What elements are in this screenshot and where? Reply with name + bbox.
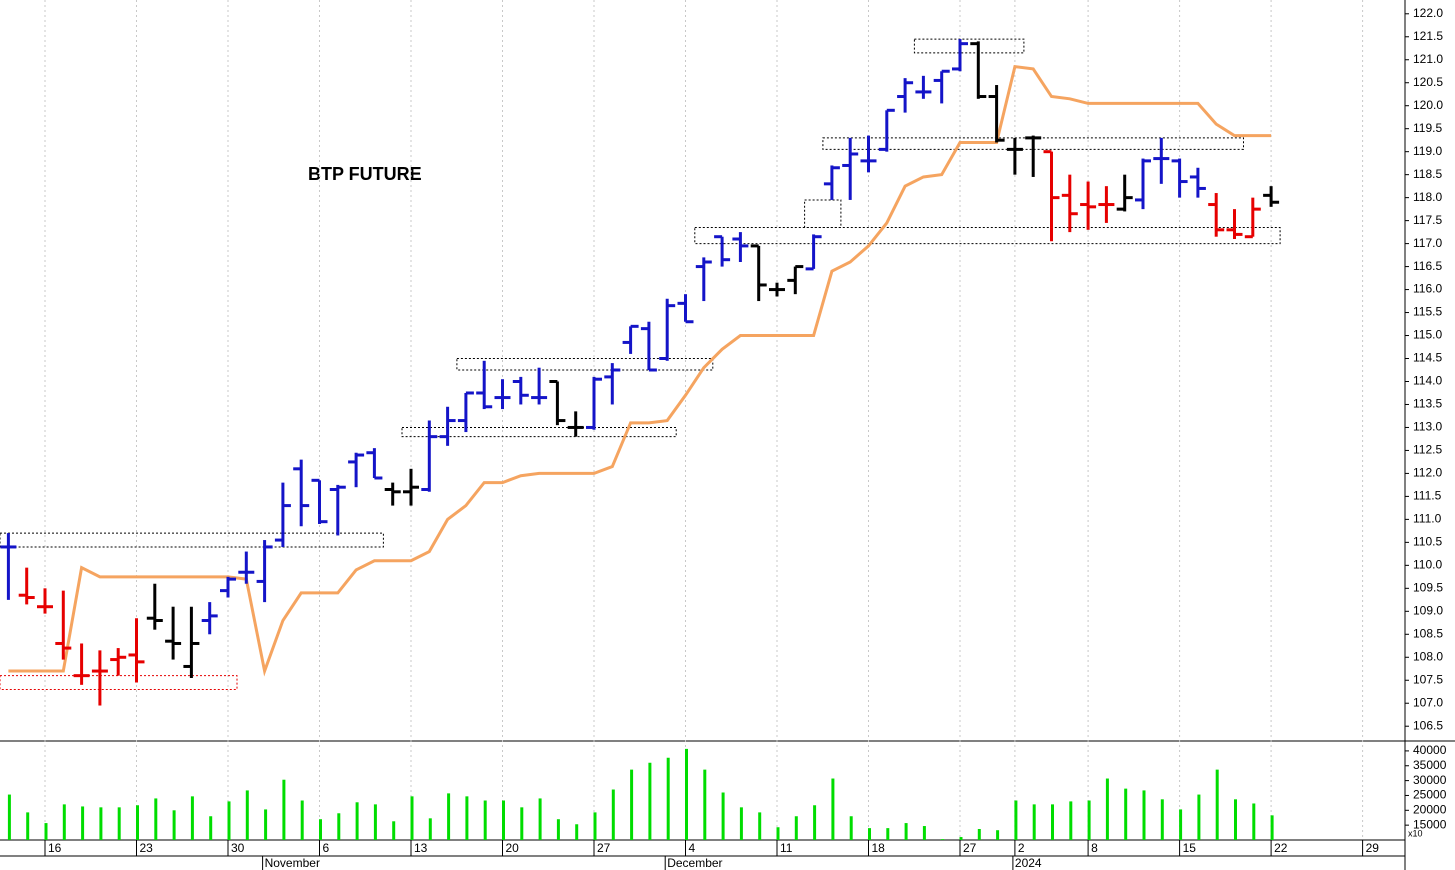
zone bbox=[694, 227, 1281, 245]
month-label: December bbox=[667, 856, 722, 870]
volume-tick-label: 40000 bbox=[1413, 743, 1447, 757]
month-label: 2024 bbox=[1015, 856, 1042, 870]
volume-tick-label: 25000 bbox=[1413, 788, 1447, 802]
x-tick-label: 8 bbox=[1091, 841, 1098, 855]
y-tick-label: 108.0 bbox=[1413, 649, 1443, 663]
chart-title: BTP FUTURE bbox=[308, 164, 422, 184]
y-tick-label: 115.5 bbox=[1413, 305, 1442, 319]
zone bbox=[0, 532, 384, 548]
y-tick-label: 111.5 bbox=[1413, 489, 1442, 503]
y-tick-label: 109.0 bbox=[1413, 603, 1443, 617]
volume-unit: x10 bbox=[1408, 828, 1423, 838]
zone bbox=[0, 675, 238, 690]
x-tick-label: 29 bbox=[1366, 841, 1380, 855]
volume-tick-label: 20000 bbox=[1413, 802, 1447, 816]
zone bbox=[913, 38, 1025, 54]
volume-tick-label: 30000 bbox=[1413, 773, 1447, 787]
y-tick-label: 114.0 bbox=[1413, 374, 1442, 388]
y-tick-label: 120.5 bbox=[1413, 75, 1443, 89]
y-tick-label: 108.5 bbox=[1413, 626, 1443, 640]
x-tick-label: 20 bbox=[506, 841, 520, 855]
y-tick-label: 111.0 bbox=[1413, 512, 1442, 526]
y-tick-label: 120.0 bbox=[1413, 98, 1443, 112]
x-tick-label: 22 bbox=[1274, 841, 1288, 855]
y-tick-label: 114.5 bbox=[1413, 351, 1442, 365]
x-tick-label: 2 bbox=[1018, 841, 1025, 855]
zone bbox=[456, 358, 714, 371]
y-tick-label: 115.0 bbox=[1413, 328, 1442, 342]
x-tick-label: 6 bbox=[323, 841, 330, 855]
stop-line bbox=[8, 64, 1272, 677]
y-tick-label: 118.0 bbox=[1413, 190, 1442, 204]
x-tick-label: 27 bbox=[597, 841, 611, 855]
x-tick-label: 13 bbox=[414, 841, 428, 855]
y-tick-label: 121.0 bbox=[1413, 52, 1443, 66]
x-tick-label: 27 bbox=[963, 841, 977, 855]
y-tick-label: 112.0 bbox=[1413, 466, 1442, 480]
y-tick-label: 121.5 bbox=[1413, 29, 1443, 43]
y-tick-label: 110.0 bbox=[1413, 558, 1442, 572]
y-tick-label: 119.5 bbox=[1413, 121, 1442, 135]
y-tick-label: 117.5 bbox=[1413, 213, 1442, 227]
zone bbox=[804, 199, 842, 229]
y-tick-label: 112.5 bbox=[1413, 443, 1442, 457]
volume-tick-label: 35000 bbox=[1413, 758, 1447, 772]
y-tick-label: 113.0 bbox=[1413, 420, 1442, 434]
x-tick-label: 16 bbox=[48, 841, 62, 855]
y-tick-label: 113.5 bbox=[1413, 397, 1442, 411]
x-tick-label: 30 bbox=[231, 841, 245, 855]
y-tick-label: 116.5 bbox=[1413, 259, 1442, 273]
y-tick-label: 107.0 bbox=[1413, 695, 1443, 709]
y-tick-label: 109.5 bbox=[1413, 580, 1443, 594]
y-tick-label: 116.0 bbox=[1413, 282, 1442, 296]
y-tick-label: 118.5 bbox=[1413, 167, 1442, 181]
y-tick-label: 107.5 bbox=[1413, 672, 1443, 686]
zone bbox=[401, 426, 677, 438]
y-tick-label: 106.5 bbox=[1413, 718, 1443, 732]
y-tick-label: 122.0 bbox=[1413, 6, 1443, 20]
volume-tick-label: 15000 bbox=[1413, 817, 1447, 831]
x-tick-label: 4 bbox=[689, 841, 696, 855]
x-tick-label: 23 bbox=[140, 841, 154, 855]
y-tick-label: 110.5 bbox=[1413, 535, 1442, 549]
month-label: November bbox=[265, 856, 320, 870]
x-tick-label: 11 bbox=[780, 841, 793, 855]
x-tick-label: 15 bbox=[1183, 841, 1197, 855]
x-tick-label: 18 bbox=[872, 841, 886, 855]
y-tick-label: 119.0 bbox=[1413, 144, 1442, 158]
y-tick-label: 117.0 bbox=[1413, 236, 1442, 250]
